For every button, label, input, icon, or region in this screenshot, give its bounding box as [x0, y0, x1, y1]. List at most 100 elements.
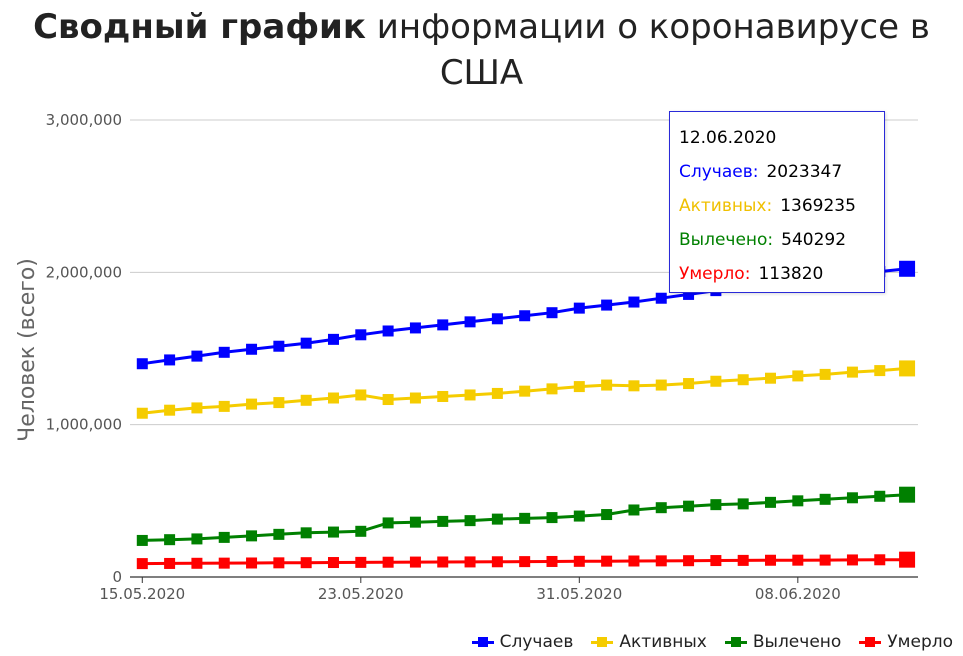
- data-point[interactable]: [628, 380, 640, 392]
- data-point[interactable]: [464, 556, 476, 568]
- data-point[interactable]: [765, 372, 777, 384]
- data-point[interactable]: [519, 512, 531, 524]
- data-point[interactable]: [899, 551, 916, 568]
- data-point[interactable]: [437, 390, 449, 402]
- data-point[interactable]: [273, 397, 285, 409]
- data-point[interactable]: [355, 389, 367, 401]
- data-point[interactable]: [355, 525, 367, 537]
- data-point[interactable]: [819, 554, 831, 566]
- data-point[interactable]: [655, 502, 667, 514]
- legend-item-active[interactable]: Активных: [591, 632, 707, 652]
- data-point[interactable]: [491, 556, 503, 568]
- data-point[interactable]: [327, 526, 339, 538]
- data-point[interactable]: [628, 555, 640, 567]
- data-point[interactable]: [683, 500, 695, 512]
- data-point[interactable]: [218, 400, 230, 412]
- data-point[interactable]: [874, 365, 886, 377]
- data-point[interactable]: [409, 322, 421, 334]
- data-point[interactable]: [300, 557, 312, 569]
- data-point[interactable]: [300, 527, 312, 539]
- data-point[interactable]: [382, 517, 394, 529]
- data-point[interactable]: [409, 392, 421, 404]
- data-point[interactable]: [437, 515, 449, 527]
- data-point[interactable]: [874, 490, 886, 502]
- data-point[interactable]: [409, 516, 421, 528]
- data-point[interactable]: [601, 299, 613, 311]
- data-point[interactable]: [519, 310, 531, 322]
- data-point[interactable]: [273, 528, 285, 540]
- data-point[interactable]: [382, 556, 394, 568]
- data-point[interactable]: [491, 387, 503, 399]
- data-point[interactable]: [382, 394, 394, 406]
- data-point[interactable]: [601, 509, 613, 521]
- data-point[interactable]: [246, 557, 258, 569]
- data-point[interactable]: [792, 370, 804, 382]
- legend-item-cases[interactable]: Случаев: [471, 632, 573, 652]
- data-point[interactable]: [327, 333, 339, 345]
- data-point[interactable]: [737, 498, 749, 510]
- data-point[interactable]: [792, 554, 804, 566]
- data-point[interactable]: [437, 319, 449, 331]
- data-point[interactable]: [218, 531, 230, 543]
- data-point[interactable]: [191, 533, 203, 545]
- data-point[interactable]: [710, 555, 722, 567]
- data-point[interactable]: [546, 383, 558, 395]
- data-point[interactable]: [164, 534, 176, 546]
- data-point[interactable]: [819, 368, 831, 380]
- data-point[interactable]: [874, 554, 886, 566]
- data-point[interactable]: [737, 554, 749, 566]
- data-point[interactable]: [846, 554, 858, 566]
- data-point[interactable]: [246, 530, 258, 542]
- data-point[interactable]: [683, 378, 695, 390]
- data-point[interactable]: [136, 558, 148, 570]
- data-point[interactable]: [655, 292, 667, 304]
- data-point[interactable]: [573, 381, 585, 393]
- data-point[interactable]: [573, 302, 585, 314]
- data-point[interactable]: [136, 534, 148, 546]
- data-point[interactable]: [765, 496, 777, 508]
- data-point[interactable]: [191, 350, 203, 362]
- data-point[interactable]: [300, 394, 312, 406]
- data-point[interactable]: [628, 296, 640, 308]
- data-point[interactable]: [218, 346, 230, 358]
- data-point[interactable]: [191, 402, 203, 414]
- data-point[interactable]: [573, 510, 585, 522]
- data-point[interactable]: [655, 555, 667, 567]
- data-point[interactable]: [191, 557, 203, 569]
- data-point[interactable]: [464, 316, 476, 328]
- data-point[interactable]: [819, 493, 831, 505]
- data-point[interactable]: [601, 555, 613, 567]
- data-point[interactable]: [218, 557, 230, 569]
- data-point[interactable]: [899, 486, 916, 503]
- data-point[interactable]: [382, 325, 394, 337]
- data-point[interactable]: [355, 329, 367, 341]
- legend-item-deaths[interactable]: Умерло: [859, 632, 953, 652]
- data-point[interactable]: [683, 555, 695, 567]
- data-point[interactable]: [737, 374, 749, 386]
- data-point[interactable]: [846, 492, 858, 504]
- data-point[interactable]: [355, 556, 367, 568]
- data-point[interactable]: [628, 504, 640, 516]
- data-point[interactable]: [519, 556, 531, 568]
- data-point[interactable]: [792, 495, 804, 507]
- legend-item-recovered[interactable]: Вылечено: [724, 632, 841, 652]
- data-point[interactable]: [327, 392, 339, 404]
- data-point[interactable]: [136, 358, 148, 370]
- data-point[interactable]: [164, 354, 176, 366]
- data-point[interactable]: [573, 555, 585, 567]
- data-point[interactable]: [710, 375, 722, 387]
- data-point[interactable]: [846, 366, 858, 378]
- data-point[interactable]: [464, 389, 476, 401]
- data-point[interactable]: [164, 557, 176, 569]
- data-point[interactable]: [765, 554, 777, 566]
- data-point[interactable]: [655, 379, 667, 391]
- data-point[interactable]: [246, 343, 258, 355]
- data-point[interactable]: [601, 379, 613, 391]
- data-point[interactable]: [437, 556, 449, 568]
- data-point[interactable]: [899, 360, 916, 377]
- data-point[interactable]: [899, 260, 916, 277]
- data-point[interactable]: [327, 557, 339, 569]
- data-point[interactable]: [164, 404, 176, 416]
- data-point[interactable]: [273, 340, 285, 352]
- data-point[interactable]: [300, 337, 312, 349]
